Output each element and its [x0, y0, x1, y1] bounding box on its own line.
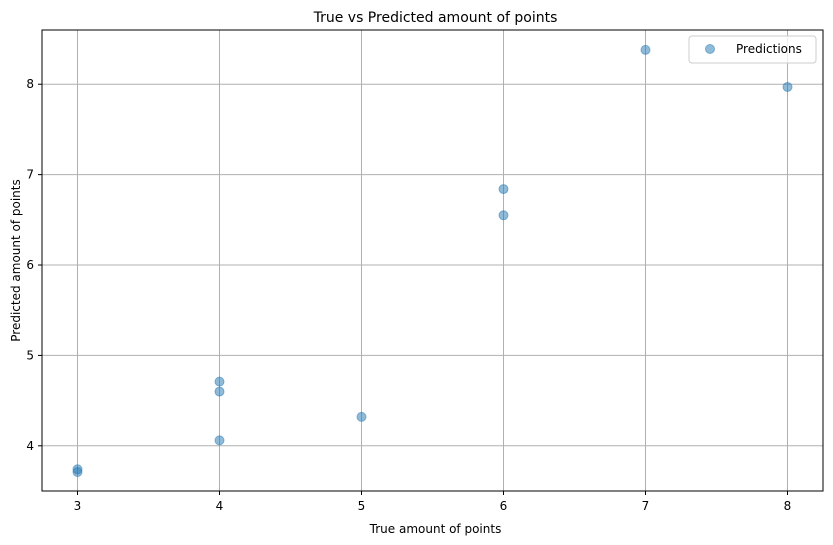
- grid-lines: [42, 30, 823, 491]
- data-point: [214, 435, 225, 446]
- data-point: [214, 376, 225, 387]
- data-points: [72, 44, 793, 478]
- data-point: [356, 411, 367, 422]
- data-point: [640, 44, 651, 55]
- legend-marker: [705, 44, 715, 54]
- data-point: [782, 81, 793, 92]
- legend: Predictions: [688, 35, 817, 64]
- chart-title: True vs Predicted amount of points: [313, 10, 558, 26]
- legend-label: Predictions: [736, 42, 802, 56]
- x-tick-label: 3: [74, 499, 82, 513]
- plot-frame: [41, 29, 824, 492]
- y-tick-label: 4: [26, 439, 34, 453]
- y-axis-ticks: 4 5 6 7 8: [26, 77, 42, 453]
- x-axis-ticks: 3 4 5 6 7 8: [74, 491, 792, 513]
- x-tick-label: 4: [216, 499, 224, 513]
- data-point: [214, 386, 225, 397]
- y-axis-label: Predicted amount of points: [9, 179, 23, 342]
- x-axis-label: True amount of points: [369, 522, 502, 536]
- y-tick-label: 5: [26, 348, 34, 362]
- y-tick-label: 6: [26, 258, 34, 272]
- data-point: [498, 184, 509, 195]
- y-tick-label: 8: [26, 77, 34, 91]
- x-tick-label: 6: [500, 499, 508, 513]
- x-tick-label: 5: [358, 499, 366, 513]
- x-tick-label: 8: [784, 499, 792, 513]
- x-tick-label: 7: [642, 499, 650, 513]
- y-tick-label: 7: [26, 168, 34, 182]
- data-point: [498, 210, 509, 221]
- legend-box: [688, 35, 817, 64]
- data-point: [72, 464, 83, 475]
